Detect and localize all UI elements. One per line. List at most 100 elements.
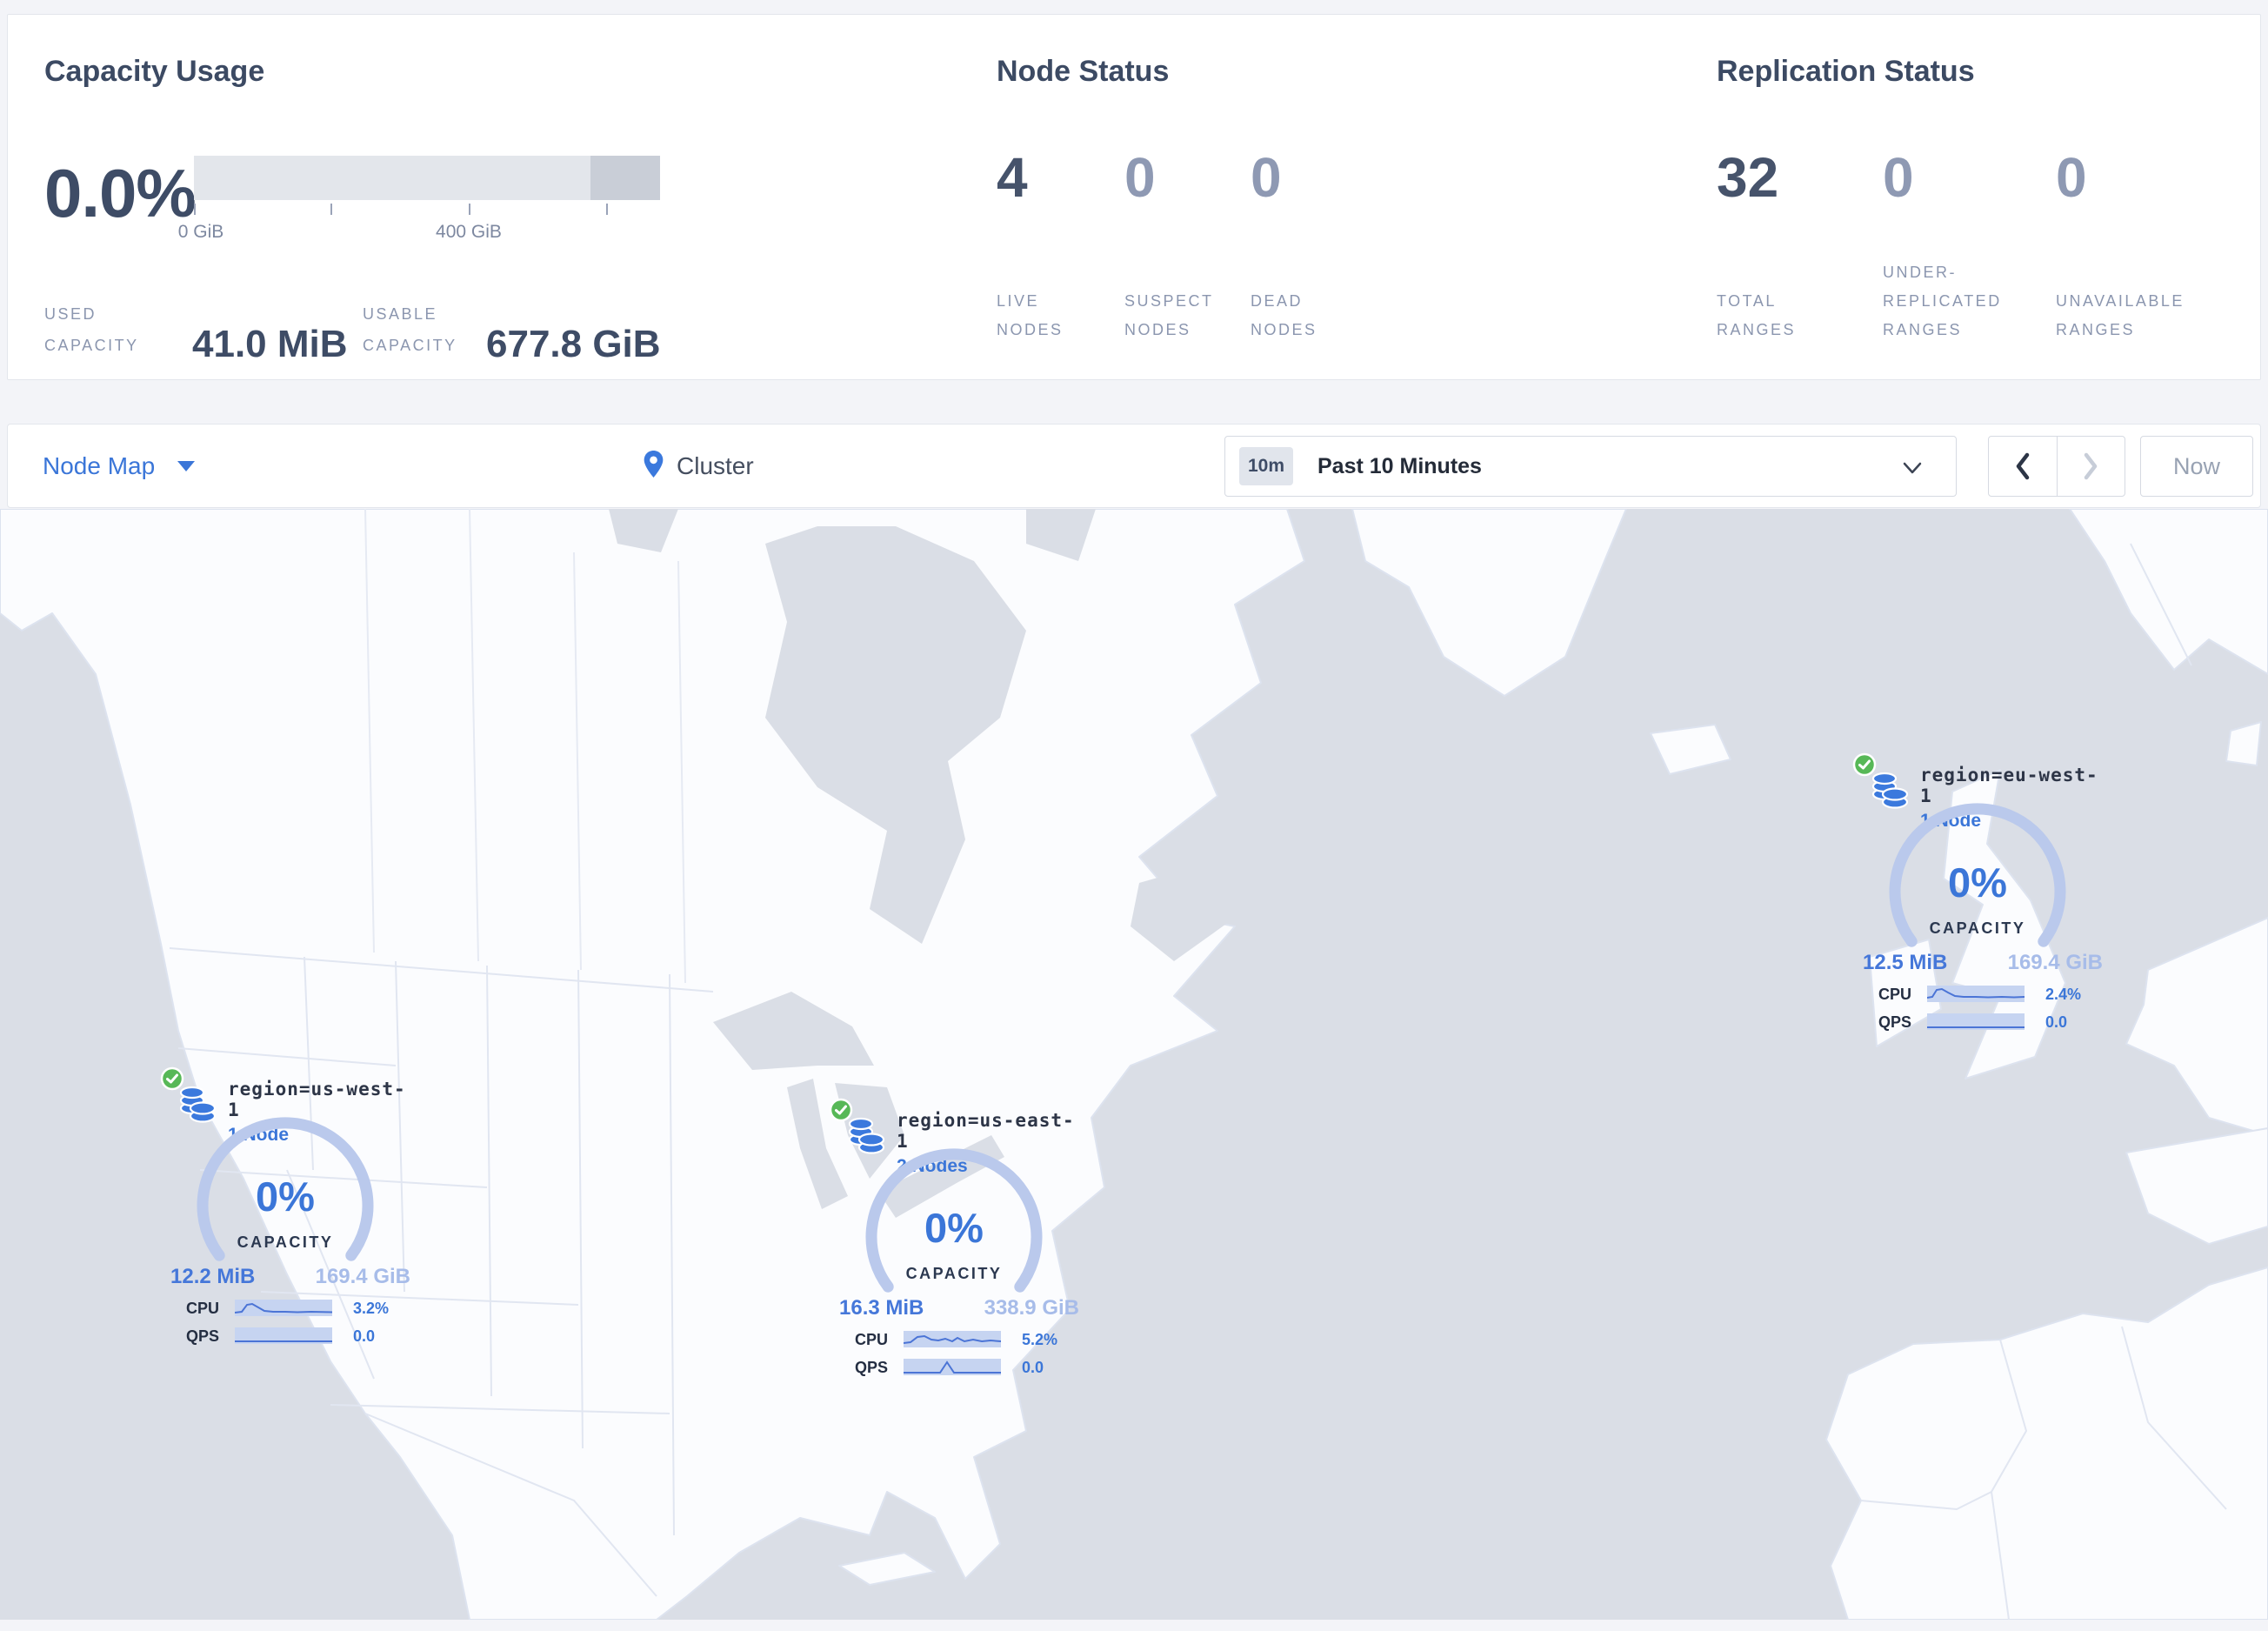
state-border <box>199 1169 488 1188</box>
capacity-bar-reserved-segment <box>590 156 660 200</box>
capacity-percent: 0% <box>924 1205 984 1251</box>
time-pager <box>1988 436 2125 497</box>
healthy-check-icon <box>160 1066 184 1095</box>
axis-tick <box>194 204 196 215</box>
cpu-sparkline <box>234 1300 333 1320</box>
capacity-label: CAPACITY <box>1929 919 2026 937</box>
cluster-summary-card: Capacity Usage 0.0% 0 GiB 400 GiB USED C… <box>7 14 2261 380</box>
capacity-usage-title: Capacity Usage <box>44 55 265 88</box>
total-capacity: 338.9 GiB <box>984 1296 1079 1320</box>
under-replicated-ranges-count: 0 <box>1883 146 1914 209</box>
live-nodes-label: LIVE NODES <box>997 292 1064 338</box>
capacity-percent: 0% <box>256 1173 315 1220</box>
qps-value: 0.0 <box>2045 1013 2068 1031</box>
us-mexico-border <box>364 1413 657 1597</box>
map-toolbar: Node Map Cluster 10m Past 10 Minutes Now <box>7 424 2261 508</box>
axis-tick <box>330 204 332 215</box>
healthy-check-icon <box>829 1098 853 1126</box>
state-border <box>669 973 675 1536</box>
cpu-value: 3.2% <box>353 1300 390 1317</box>
qps-value: 0.0 <box>353 1327 376 1345</box>
axis-tick <box>469 204 470 215</box>
replication-status-title: Replication Status <box>1717 55 1975 88</box>
cpu-row: CPU 5.2% <box>851 1331 1077 1350</box>
region-name: region=us-west-1 <box>228 1079 406 1120</box>
total-capacity: 169.4 GiB <box>315 1265 410 1288</box>
view-selector-label: Node Map <box>43 451 156 479</box>
province-border <box>573 551 582 971</box>
qps-sparkline <box>1927 1013 2025 1034</box>
time-range-label: Past 10 Minutes <box>1317 453 1482 478</box>
used-capacity: 12.5 MiB <box>1863 951 1948 974</box>
cpu-label: CPU <box>1878 986 1912 1003</box>
view-selector-dropdown[interactable]: Node Map <box>43 424 196 507</box>
node-status-title: Node Status <box>997 55 1170 88</box>
province-border <box>469 509 479 962</box>
lake-superior <box>713 992 874 1070</box>
region-marker-us-west-1[interactable]: region=us-west-1 1 Node 0% CAPACITY 12.2… <box>157 1061 417 1357</box>
landmass-scandinavia <box>2069 509 2268 675</box>
database-stack-icon <box>846 1115 886 1160</box>
chevron-down-icon <box>177 460 196 471</box>
region-name: region=eu-west-1 <box>1920 765 2098 806</box>
landmass-cuba <box>838 1552 936 1586</box>
unavailable-ranges-count: 0 <box>2056 146 2087 209</box>
cpu-sparkline <box>1926 986 2025 1006</box>
capacity-values: 12.5 MiB 169.4 GiB <box>1863 951 2103 975</box>
landmass-greenland <box>1351 509 1627 697</box>
province-border <box>364 509 375 953</box>
dead-nodes-count: 0 <box>1251 146 1282 209</box>
africa-border <box>1990 1339 2028 1620</box>
now-button[interactable]: Now <box>2140 436 2253 497</box>
landmass-europe <box>2125 917 2268 1136</box>
landmass-uk <box>1943 769 2066 1080</box>
capacity-percent: 0.0% <box>44 155 197 231</box>
us-canada-border <box>169 947 714 993</box>
landmass-iberia <box>2125 1127 2268 1245</box>
database-stack-icon <box>177 1084 217 1128</box>
landmass-denmark <box>2225 721 2262 766</box>
capacity-gauge-arc <box>191 1112 379 1304</box>
region-marker-us-east-1[interactable]: region=us-east-1 2 Nodes 0% CAPACITY 16.… <box>825 1093 1086 1388</box>
qps-value: 0.0 <box>1022 1359 1044 1376</box>
time-range-dropdown[interactable]: 10m Past 10 Minutes <box>1224 436 1957 497</box>
database-stack-icon <box>1870 770 1910 814</box>
under-replicated-ranges-label: UNDER-REPLICATED RANGES <box>1883 264 2002 338</box>
dead-nodes-label: DEAD NODES <box>1251 292 1317 338</box>
unavailable-ranges-label: UNAVAILABLE RANGES <box>2056 292 2185 338</box>
used-capacity: 12.2 MiB <box>170 1265 256 1288</box>
axis-tick-label: 0 GiB <box>177 222 224 242</box>
breadcrumb-label: Cluster <box>677 451 754 479</box>
used-capacity: 16.3 MiB <box>839 1296 924 1320</box>
used-capacity-label: USED CAPACITY <box>44 305 139 354</box>
time-prev-button[interactable] <box>1989 437 2057 496</box>
live-nodes-count: 4 <box>997 146 1028 209</box>
qps-label: QPS <box>855 1359 889 1376</box>
location-pin-icon <box>643 450 664 483</box>
qps-sparkline <box>235 1327 332 1348</box>
africa-border <box>2121 1326 2227 1510</box>
time-range-badge: 10m <box>1239 447 1293 485</box>
cpu-label: CPU <box>186 1300 220 1317</box>
suspect-nodes-label: SUSPECT NODES <box>1124 292 1214 338</box>
qps-row: QPS 0.0 <box>851 1359 1077 1378</box>
state-border <box>395 960 405 1293</box>
qps-row: QPS 0.0 <box>183 1327 409 1347</box>
region-marker-eu-west-1[interactable]: region=eu-west-1 1 Node 0% CAPACITY 12.5… <box>1849 747 2110 1043</box>
arctic-channel <box>609 509 678 552</box>
time-next-button[interactable] <box>2056 437 2125 496</box>
state-border <box>286 1169 375 1380</box>
state-border <box>577 969 584 1449</box>
cpu-sparkline <box>903 1331 1002 1352</box>
axis-tick <box>606 204 608 215</box>
lake-michigan <box>787 1079 848 1209</box>
axis-tick-label: 400 GiB <box>436 222 502 242</box>
capacity-label: CAPACITY <box>237 1233 334 1251</box>
chevron-down-icon <box>1902 461 1923 479</box>
qps-label: QPS <box>1878 1013 1912 1031</box>
state-border <box>260 1291 579 1306</box>
breadcrumb[interactable]: Cluster <box>643 424 754 507</box>
suspect-nodes-count: 0 <box>1124 146 1156 209</box>
usable-capacity-value: 677.8 GiB <box>486 323 661 365</box>
qps-sparkline <box>904 1359 1001 1380</box>
